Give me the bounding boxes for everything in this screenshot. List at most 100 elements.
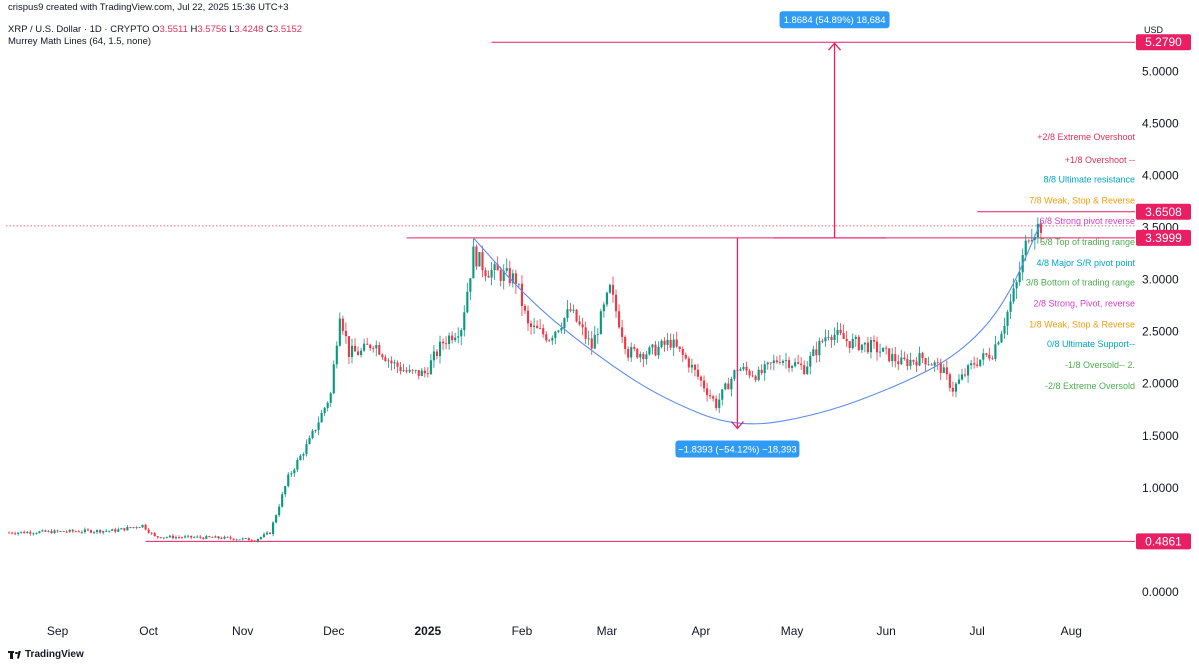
candle xyxy=(511,269,514,288)
candle xyxy=(718,393,721,413)
candle xyxy=(624,335,627,355)
candle xyxy=(936,357,939,371)
candle xyxy=(520,275,524,316)
candle xyxy=(77,529,80,533)
candle xyxy=(247,537,250,541)
price-tag-text: 5.2790 xyxy=(1145,35,1182,49)
x-tick-label: Apr xyxy=(692,624,711,638)
candle xyxy=(129,526,132,529)
candle xyxy=(830,334,833,348)
candle xyxy=(742,363,745,372)
currency-label: USD xyxy=(1144,25,1164,35)
murrey-label: 1/8 Weak, Stop & Reverse xyxy=(1029,319,1135,329)
murrey-label: +1/8 Overshoot -- xyxy=(1065,155,1135,165)
candle xyxy=(356,346,360,356)
candle xyxy=(803,360,806,376)
candle xyxy=(730,376,733,397)
candle xyxy=(1039,221,1042,244)
candle xyxy=(472,238,475,279)
tradingview-logo-icon xyxy=(8,650,21,659)
candle xyxy=(766,361,769,370)
candle xyxy=(417,370,420,380)
candle xyxy=(50,528,53,534)
candle xyxy=(560,322,563,334)
candle xyxy=(47,530,50,533)
candle xyxy=(617,304,621,329)
candle xyxy=(1015,279,1018,299)
candle xyxy=(302,452,305,461)
candle xyxy=(991,355,994,361)
candle xyxy=(38,530,41,534)
candle xyxy=(927,356,930,366)
candle xyxy=(806,361,809,375)
candle xyxy=(44,529,47,533)
candle xyxy=(463,305,466,337)
y-tick-label: 2.0000 xyxy=(1142,377,1179,391)
candle xyxy=(23,530,26,534)
candle xyxy=(939,358,942,381)
candle xyxy=(259,536,262,541)
candle xyxy=(979,359,982,368)
candle xyxy=(399,361,402,375)
candle xyxy=(745,361,748,375)
candle xyxy=(900,349,903,365)
candle xyxy=(888,348,891,363)
indicator-legend: Murrey Math Lines (64, 1.5, none) xyxy=(8,36,152,47)
candle xyxy=(642,351,645,368)
candle xyxy=(469,278,472,301)
candle xyxy=(621,319,624,344)
candle xyxy=(41,529,44,532)
candle xyxy=(918,346,921,367)
y-tick-label: 1.0000 xyxy=(1142,481,1179,495)
candle xyxy=(839,323,842,336)
candle xyxy=(1030,228,1033,243)
candle xyxy=(26,531,29,534)
candle xyxy=(702,375,706,393)
candle xyxy=(135,526,138,530)
candle xyxy=(584,321,587,345)
candle xyxy=(1006,309,1009,336)
candle xyxy=(29,530,32,536)
candle xyxy=(296,457,299,473)
candle xyxy=(314,429,317,433)
candle xyxy=(505,258,508,274)
candle xyxy=(566,299,569,322)
measure-down-text: −1.8393 (−54.12%) −18,393 xyxy=(678,445,797,456)
candle xyxy=(211,536,214,538)
candle xyxy=(375,340,378,357)
x-tick-label: May xyxy=(781,624,804,638)
candle xyxy=(1027,239,1030,244)
measure-up-text: 1.8684 (54.89%) 18,684 xyxy=(784,15,886,26)
candle xyxy=(733,369,736,382)
candle xyxy=(942,363,945,374)
x-tick-label: Oct xyxy=(139,624,158,638)
candle xyxy=(976,357,979,368)
candle xyxy=(809,351,812,375)
candle xyxy=(818,337,821,363)
y-tick-label: 4.5000 xyxy=(1142,116,1179,130)
candle xyxy=(56,529,59,533)
candle xyxy=(739,367,742,372)
candle xyxy=(384,354,387,362)
price-tag xyxy=(1136,229,1191,246)
y-tick-label: 0.0000 xyxy=(1142,585,1179,599)
candle xyxy=(906,354,909,371)
candle xyxy=(648,345,651,356)
candle xyxy=(672,334,675,357)
candle xyxy=(985,352,988,357)
candle xyxy=(441,338,445,351)
candle xyxy=(199,534,202,540)
candle xyxy=(581,317,584,336)
candle xyxy=(690,358,693,374)
candle xyxy=(457,327,460,344)
candle xyxy=(414,369,417,374)
candle xyxy=(250,538,253,543)
candle xyxy=(150,532,153,536)
candle xyxy=(32,532,35,536)
candle xyxy=(156,535,159,539)
candle xyxy=(490,262,493,286)
ohlc-c: C3.5152 xyxy=(263,24,302,35)
candle xyxy=(751,370,754,378)
candle xyxy=(797,354,800,365)
